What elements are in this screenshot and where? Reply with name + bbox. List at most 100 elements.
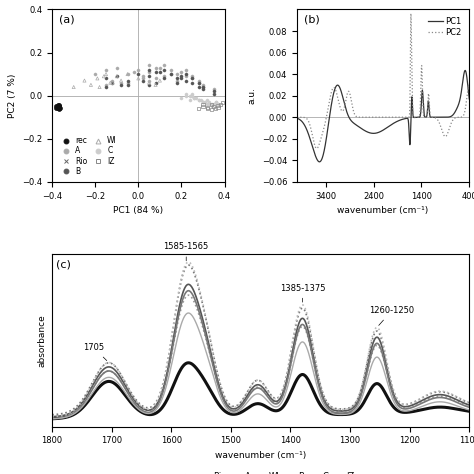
Point <box>167 70 174 78</box>
Point <box>113 73 120 80</box>
C <box>167 370 173 376</box>
Point <box>54 104 61 111</box>
IZ <box>167 346 173 352</box>
X-axis label: wavenumber (cm⁻¹): wavenumber (cm⁻¹) <box>215 451 306 460</box>
Legend: rec, A, Rio, B, WI, C, IZ: rec, A, Rio, B, WI, C, IZ <box>56 134 119 178</box>
Point <box>109 79 116 87</box>
Point <box>93 74 101 82</box>
Point <box>210 85 218 93</box>
Legend: PC1, PC2: PC1, PC2 <box>425 14 465 40</box>
PC1 <box>331 90 337 95</box>
WI <box>181 268 187 274</box>
Point <box>199 98 207 106</box>
C <box>49 416 55 421</box>
Point <box>81 77 88 84</box>
Point <box>199 83 207 91</box>
Point <box>152 81 159 89</box>
Point <box>186 96 194 104</box>
Point <box>203 104 211 111</box>
Point <box>199 98 207 106</box>
Point <box>53 104 60 111</box>
Rio <box>151 405 157 411</box>
Point <box>208 106 215 113</box>
Text: 1385-1375: 1385-1375 <box>280 283 325 302</box>
Point <box>210 88 218 95</box>
B <box>49 416 55 421</box>
Point <box>102 83 110 91</box>
Point <box>109 79 116 87</box>
Point <box>135 70 142 78</box>
Point <box>152 68 159 76</box>
B <box>466 404 472 410</box>
rec <box>374 381 380 386</box>
Point <box>152 74 159 82</box>
Rio <box>374 343 380 348</box>
Rio <box>181 297 187 303</box>
Point <box>182 90 190 97</box>
Point <box>54 102 62 110</box>
Point <box>102 81 110 89</box>
PC2 <box>398 114 404 120</box>
C <box>466 407 472 413</box>
Point <box>188 74 196 82</box>
Point <box>109 77 116 84</box>
Point <box>173 77 181 84</box>
PC1 <box>462 68 468 73</box>
Point <box>156 77 164 84</box>
Line: rec: rec <box>52 363 469 419</box>
Point <box>152 64 159 72</box>
Legend: rec, Rio, A, WI, B, C, IZ: rec, Rio, A, WI, B, C, IZ <box>164 469 358 474</box>
Point <box>70 83 77 91</box>
Point <box>173 79 181 87</box>
PC2 <box>331 85 337 91</box>
Point <box>178 73 185 80</box>
X-axis label: PC1 (84 %): PC1 (84 %) <box>113 206 164 215</box>
Y-axis label: PC2 (7 %): PC2 (7 %) <box>8 73 17 118</box>
Point <box>107 79 114 87</box>
Point <box>195 96 202 104</box>
Rio <box>49 414 55 419</box>
Point <box>195 83 202 91</box>
X-axis label: wavenumber (cm⁻¹): wavenumber (cm⁻¹) <box>337 206 428 215</box>
Text: (a): (a) <box>59 15 75 25</box>
Point <box>124 70 131 78</box>
rec <box>466 409 472 414</box>
rec <box>49 416 55 421</box>
Point <box>208 100 215 108</box>
Point <box>124 79 131 87</box>
Point <box>208 103 215 110</box>
Point <box>146 73 153 80</box>
A <box>151 405 157 410</box>
Point <box>188 79 196 87</box>
WI <box>374 328 380 334</box>
A <box>324 401 329 407</box>
Point <box>191 94 198 101</box>
Point <box>210 90 218 97</box>
Point <box>203 100 211 108</box>
B <box>151 407 157 413</box>
rec <box>324 409 329 415</box>
Point <box>146 66 153 73</box>
Point <box>135 66 142 73</box>
Point <box>199 103 207 110</box>
Point <box>193 94 201 101</box>
C <box>426 401 431 407</box>
Point <box>199 85 207 93</box>
Rio <box>324 402 329 408</box>
rec <box>426 405 431 411</box>
A <box>49 414 55 419</box>
A <box>426 394 431 400</box>
IZ <box>466 400 472 405</box>
Point <box>210 100 218 108</box>
PC1 <box>342 103 348 109</box>
Point <box>206 98 213 106</box>
Point <box>117 79 125 87</box>
Text: 1705: 1705 <box>83 343 107 361</box>
Rio <box>426 396 431 401</box>
PC2 <box>450 117 456 123</box>
IZ <box>49 414 55 419</box>
Point <box>199 100 207 108</box>
Point <box>117 77 125 84</box>
Point <box>146 79 153 87</box>
Point <box>212 105 219 112</box>
